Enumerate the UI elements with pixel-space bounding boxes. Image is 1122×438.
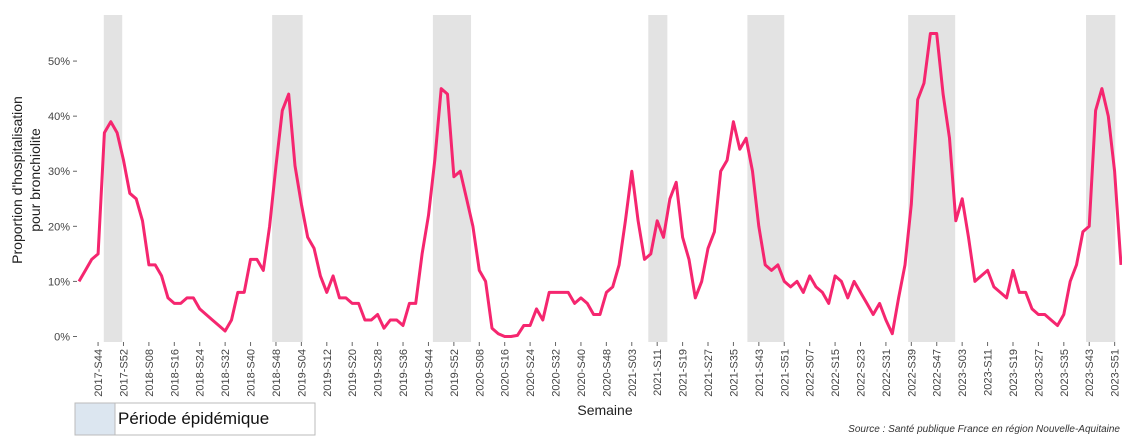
epidemic-period	[908, 15, 956, 342]
x-tick-label: 2023-S51	[1110, 349, 1122, 397]
x-tick-label: 2023-S19	[1008, 349, 1020, 397]
x-tick-label: 2018-S24	[195, 349, 207, 397]
x-tick-label: 2019-S28	[373, 349, 385, 397]
y-axis-title: Proportion d'hospitalisation	[9, 96, 25, 264]
x-tick-label: 2017-S52	[118, 349, 130, 397]
x-tick-label: 2017-S44	[93, 349, 105, 397]
x-tick-label: 2021-S11	[652, 349, 664, 396]
x-tick-label: 2019-S12	[322, 349, 334, 397]
x-tick-label: 2021-S27	[703, 349, 715, 397]
x-tick-label: 2021-S43	[754, 349, 766, 397]
x-tick-label: 2018-S48	[271, 349, 283, 397]
y-tick-label: 10%	[48, 276, 70, 288]
epidemic-period	[648, 15, 668, 342]
x-tick-label: 2023-S35	[1059, 349, 1071, 397]
x-tick-label: 2018-S16	[169, 349, 181, 397]
x-tick-label: 2020-S40	[576, 349, 588, 397]
x-tick-label: 2023-S27	[1033, 349, 1045, 397]
x-tick-label: 2020-S32	[551, 349, 563, 397]
epidemic-period	[432, 15, 472, 342]
x-tick-label: 2021-S35	[728, 349, 740, 397]
x-tick-label: 2019-S20	[347, 349, 359, 397]
epidemic-period	[103, 15, 123, 342]
source: Source : Santé publique France en région…	[848, 424, 1120, 435]
y-tick-label: 30%	[48, 166, 70, 178]
x-tick-label: 2018-S40	[246, 349, 258, 397]
x-tick-label: 2021-S03	[627, 349, 639, 397]
x-tick-label: 2020-S08	[474, 349, 486, 397]
legend-box	[114, 402, 316, 436]
x-tick-label: 2022-S47	[932, 349, 944, 397]
x-tick-label: 2023-S03	[957, 349, 969, 397]
x-tick-label: 2019-S52	[449, 349, 461, 397]
y-axis-title: pour bronchiolite	[27, 128, 43, 232]
y-tick-label: 0%	[54, 331, 70, 343]
y-tick-label: 20%	[48, 221, 70, 233]
x-tick-label: 2019-S04	[296, 349, 308, 397]
x-tick-label: 2021-S51	[779, 349, 791, 397]
x-tick-label: 2020-S16	[500, 349, 512, 397]
x-tick-label: 2018-S32	[220, 349, 232, 397]
x-tick-label: 2022-S31	[881, 349, 893, 397]
x-tick-label: 2018-S08	[144, 349, 156, 397]
x-tick-label: 2019-S44	[423, 349, 435, 397]
legend-label: Période épidémique	[118, 409, 269, 428]
x-tick-label: 2021-S19	[678, 349, 690, 397]
x-tick-label: 2023-S11	[983, 349, 995, 396]
x-tick-label: 2023-S43	[1084, 349, 1096, 397]
line	[77, 32, 1122, 338]
x-axis-title: Semaine	[577, 402, 632, 418]
x-tick-label: 2022-S07	[805, 349, 817, 397]
x-tick-label: 2022-S39	[906, 349, 918, 397]
x-tick-label: 2022-S23	[856, 349, 868, 397]
x-tick-label: 2022-S15	[830, 349, 842, 397]
x-tick-label: 2019-S36	[398, 349, 410, 397]
x-tick-label: 2020-S48	[601, 349, 613, 397]
y-tick-label: 50%	[48, 56, 70, 68]
x-tick-label: 2020-S24	[525, 349, 537, 397]
legend-swatch	[74, 402, 116, 436]
y-tick-label: 40%	[48, 111, 70, 123]
